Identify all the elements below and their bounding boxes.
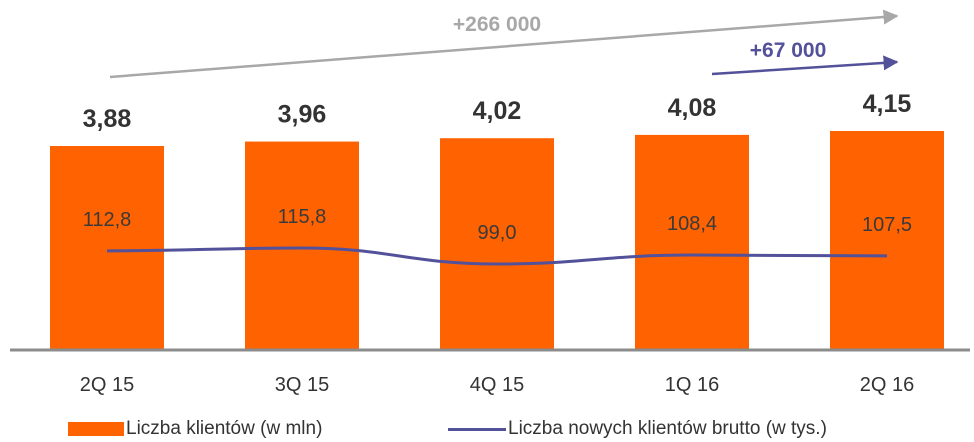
bar-value-label: 4,08 [668,94,717,122]
legend-label-clients: Liczba klientów (w mln) [126,418,323,439]
annotation-total-growth: +266 000 [453,13,541,36]
bar-3q-15 [245,141,359,350]
x-tick-label: 2Q 15 [80,374,134,396]
x-tick-label: 4Q 15 [470,374,524,396]
legend-swatch-bar [68,422,124,436]
arrow-total-growth [109,9,899,79]
line-value-label: 112,8 [83,209,132,231]
line-value-label: 115,8 [278,206,327,228]
line-value-label: 108,4 [667,213,717,235]
bar-2q-15 [50,146,164,350]
annotation-recent-growth: +67 000 [750,39,827,62]
ticks-layer: 2Q 15 3Q 15 4Q 15 1Q 16 2Q 16 [80,374,914,396]
line-layer [106,246,888,266]
bars-layer [50,131,944,350]
legend: Liczba klientów (w mln) Liczba nowych kl… [0,418,974,442]
arrow-recent-growth [711,55,899,76]
bar-value-label: 3,96 [278,101,327,129]
bar-value-label: 4,15 [863,90,912,118]
bar-4q-15 [440,138,554,350]
labels-layer: 3,88 3,96 4,02 4,08 4,15 112,8 115,8 99,0 108,4 1… [83,90,912,244]
bar-2q-16 [830,131,944,350]
line-value-label: 99,0 [478,222,517,244]
legend-item-new-clients: Liczba nowych klientów brutto (w tys.) [448,418,827,440]
bar-1q-16 [635,134,749,350]
bar-value-label: 4,02 [473,97,522,125]
x-tick-label: 1Q 16 [665,374,719,396]
line-new-clients [106,246,888,266]
bar-value-label: 3,88 [83,105,132,133]
x-tick-label: 3Q 15 [275,374,329,396]
annotations-layer: +266 000 +67 000 [109,9,899,79]
x-tick-label: 2Q 16 [860,374,914,396]
legend-label-new-clients: Liczba nowych klientów brutto (w tys.) [508,418,827,439]
line-value-label: 107,5 [862,214,912,236]
chart-canvas: 3,88 3,96 4,02 4,08 4,15 112,8 115,8 99,0 108,4 1… [10,9,970,396]
legend-item-clients: Liczba klientów (w mln) [68,418,322,440]
legend-swatch-line [448,427,506,431]
